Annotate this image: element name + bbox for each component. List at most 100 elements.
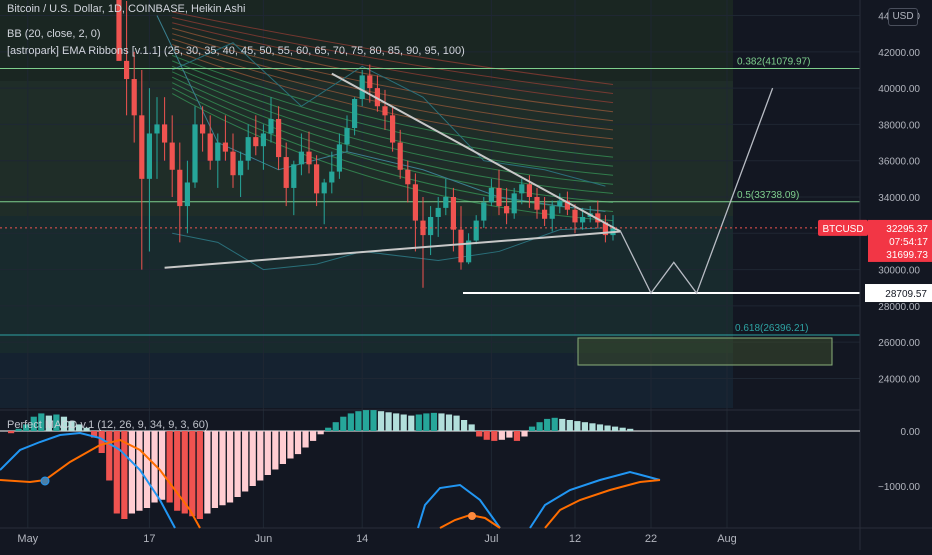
symbol-tag-bg bbox=[818, 219, 868, 236]
candle-body bbox=[116, 0, 122, 61]
candle-body bbox=[124, 60, 130, 80]
macd-signal-line-2 bbox=[529, 470, 661, 529]
candle-body bbox=[549, 206, 555, 219]
ema-ribbon-line bbox=[172, 11, 614, 85]
macd-histogram-bar bbox=[559, 418, 566, 431]
fib-label: 0.5(33738.09) bbox=[737, 190, 799, 201]
zone-above-382 bbox=[0, 0, 733, 81]
candle-body bbox=[352, 99, 358, 129]
macd-tick-0: 0.00 bbox=[901, 427, 921, 438]
macd-histogram-bar bbox=[355, 411, 362, 431]
macd-histogram-bar bbox=[362, 410, 370, 431]
candle-body bbox=[336, 144, 342, 172]
time-tick-label: 14 bbox=[356, 533, 368, 545]
candle-body bbox=[276, 118, 282, 158]
macd-signal-line-3 bbox=[0, 438, 201, 529]
candle-body bbox=[321, 182, 327, 194]
candle-body bbox=[526, 184, 532, 197]
candle-body bbox=[534, 197, 540, 210]
ema-ribbon-line bbox=[172, 44, 614, 140]
target-zone-box[interactable] bbox=[577, 337, 833, 366]
macd-histogram-bar bbox=[159, 431, 166, 500]
candle-body bbox=[572, 209, 578, 223]
price-tick-label: 42000.00 bbox=[878, 48, 920, 59]
macd-signal-line-5 bbox=[544, 479, 661, 529]
candle-body bbox=[177, 169, 183, 207]
ema-ribbon-line bbox=[172, 38, 614, 131]
macd-histogram-bar bbox=[302, 431, 309, 448]
macd-histogram-bar bbox=[272, 431, 279, 470]
bollinger-line-0 bbox=[171, 42, 606, 187]
macd-histogram-bar bbox=[211, 431, 219, 508]
macd-histogram-bar bbox=[38, 413, 45, 431]
ema-ribbon-line bbox=[172, 33, 614, 122]
candle-body bbox=[390, 115, 396, 143]
candle-body bbox=[519, 184, 525, 194]
ema-ribbon-line bbox=[172, 27, 614, 113]
macd-histogram-bar bbox=[521, 431, 528, 437]
candle-body bbox=[200, 124, 206, 134]
macd-histogram-bar bbox=[574, 421, 581, 431]
macd-histogram-bar bbox=[415, 414, 422, 431]
symbol-tag: BTCUSD bbox=[822, 224, 863, 235]
ema-ribbon-line bbox=[172, 60, 614, 167]
macd-histogram-bar bbox=[181, 431, 188, 514]
candle-body bbox=[154, 124, 160, 134]
price-tick-label: 26000.00 bbox=[878, 338, 920, 349]
candle-body bbox=[420, 220, 426, 236]
candle-body bbox=[238, 160, 244, 176]
candle-body bbox=[504, 206, 510, 214]
candle-body bbox=[405, 169, 411, 185]
candle-body bbox=[314, 164, 320, 194]
macd-histogram-bar bbox=[310, 431, 317, 441]
candle-body bbox=[428, 216, 434, 236]
macd-histogram-bar bbox=[257, 431, 264, 481]
macd-histogram-bar bbox=[174, 431, 181, 511]
last-price-tag-bg bbox=[868, 219, 932, 262]
candle-body bbox=[564, 200, 570, 210]
candle-body bbox=[222, 142, 228, 152]
chart-title[interactable]: Bitcoin / U.S. Dollar, 1D, COINBASE, Hei… bbox=[7, 3, 246, 15]
price-tick-label: 36000.00 bbox=[878, 157, 920, 168]
trendline-1 bbox=[331, 72, 622, 233]
macd-histogram-bar bbox=[551, 417, 558, 431]
macd-histogram-bar bbox=[332, 422, 339, 431]
candle-body bbox=[268, 118, 274, 134]
candle-body bbox=[602, 222, 608, 236]
macd-histogram-bar bbox=[536, 422, 543, 431]
candle-body bbox=[291, 164, 297, 188]
price-tick-label: 38000.00 bbox=[878, 120, 920, 131]
macd-histogram-bar bbox=[75, 424, 83, 431]
time-tick-label: 17 bbox=[143, 533, 155, 545]
currency-badge[interactable]: USD bbox=[888, 8, 918, 26]
candle-body bbox=[306, 151, 312, 165]
candle-body bbox=[298, 151, 304, 165]
macd-histogram-bar bbox=[581, 422, 588, 431]
macd-histogram-bar bbox=[423, 413, 430, 431]
candle-body bbox=[557, 200, 563, 207]
trendlines[interactable] bbox=[164, 72, 774, 295]
ema-ribbon-line bbox=[171, 76, 614, 194]
macd-histogram-bar bbox=[476, 431, 483, 437]
candle-body bbox=[412, 184, 418, 221]
trendline-0 bbox=[164, 230, 621, 269]
macd-indicator-legend[interactable]: Perfect MACD v.1 (12, 26, 9, 34, 9, 3, 6… bbox=[7, 419, 209, 431]
macd-histogram-bar bbox=[385, 412, 392, 431]
ema-ribbon-legend[interactable]: [astropark] EMA Ribbons [v.1.1] (25, 30,… bbox=[7, 45, 465, 57]
macd-histogram-bar bbox=[445, 414, 453, 431]
fib-labels: 0.382(41079.97) 0.5(33738.09) 0.618(26396.… bbox=[735, 57, 810, 334]
macd-histogram-bar bbox=[544, 418, 551, 431]
ema-ribbon-line bbox=[172, 16, 614, 95]
macd-histogram-bar bbox=[234, 431, 241, 497]
support-tag-bg bbox=[865, 284, 932, 303]
candle-body bbox=[496, 187, 502, 207]
macd-histogram-bar bbox=[589, 423, 596, 431]
macd-pane[interactable]: 0.00 −1000.00 bbox=[0, 410, 921, 529]
macd-cross-marker-2 bbox=[468, 512, 476, 520]
macd-histogram-bar bbox=[468, 424, 475, 431]
candle-body bbox=[511, 193, 517, 214]
bb-indicator-legend[interactable]: BB (20, close, 2, 0) bbox=[7, 28, 101, 40]
ema-ribbon-line bbox=[171, 87, 614, 213]
